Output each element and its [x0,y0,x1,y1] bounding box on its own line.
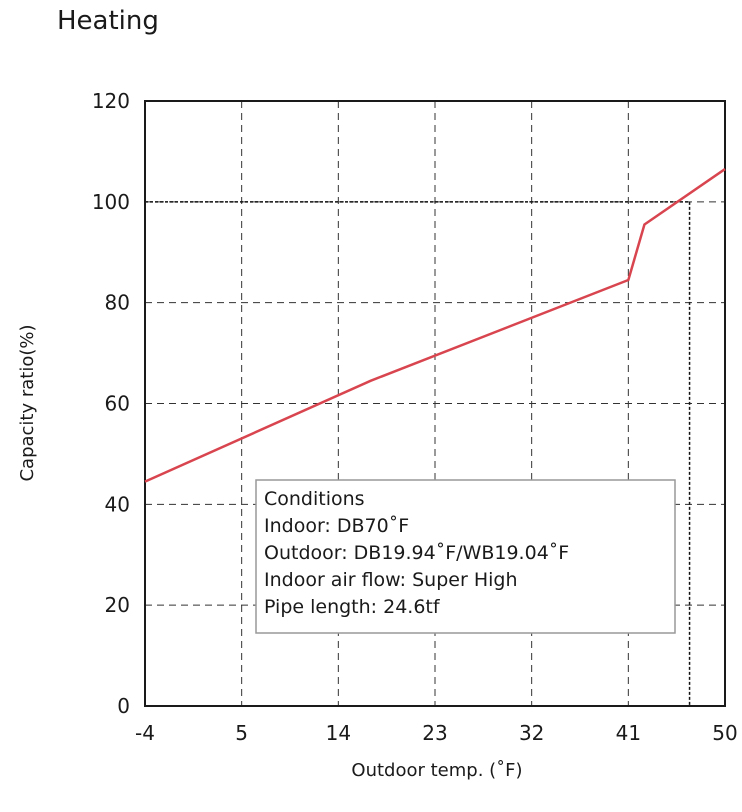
x-tick-label-5: 41 [616,721,641,745]
x-tick-label-0: -4 [135,721,155,745]
x-tick-label-1: 5 [235,721,248,745]
series-layer [144,168,726,483]
conditions-box: Conditions Indoor: DB70˚F Outdoor: DB19.94… [255,479,676,634]
conditions-line-1: Indoor: DB70˚F [264,515,409,537]
y-tick-label-2: 40 [105,492,130,516]
x-tick-label-3: 23 [422,721,447,745]
y-tick-label-5: 100 [92,190,130,214]
conditions-line-4: Pipe length: 24.6tf [264,596,441,618]
y-tick-label-6: 120 [92,89,130,113]
conditions-line-3: Indoor air flow: Super High [264,569,518,591]
y-tick-label-0: 0 [117,694,130,718]
conditions-line-0: Conditions [264,488,365,510]
x-tick-label-2: 14 [326,721,351,745]
reference-lines [145,201,691,706]
series-line-0 [144,168,726,483]
y-tick-label-3: 60 [105,392,130,416]
y-tick-label-4: 80 [105,291,130,315]
x-axis-label: Outdoor temp. (˚F) [351,760,522,781]
chart-title: Heating [57,6,159,36]
plot-frame [144,100,726,707]
x-tick-label-4: 32 [519,721,544,745]
x-tick-label-6: 50 [712,721,737,745]
conditions-line-2: Outdoor: DB19.94˚F/WB19.04˚F [264,542,569,564]
conditions-box-frame [255,479,676,634]
y-tick-labels: 0 20 40 60 80 100 120 [92,89,130,718]
x-tick-labels: -4 5 14 23 32 41 50 [135,721,738,745]
y-tick-label-1: 20 [105,593,130,617]
y-axis-label: Capacity ratio(%) [17,324,38,481]
